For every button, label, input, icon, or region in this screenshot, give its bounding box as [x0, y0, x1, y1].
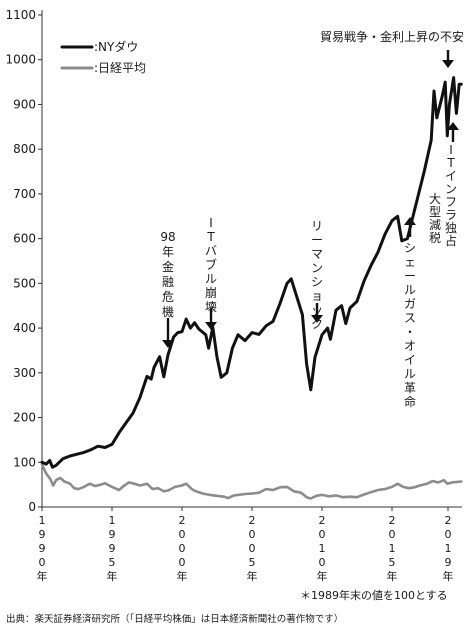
y-tick-label: 1000 [5, 53, 36, 67]
annotation-tax-cut: 大型減税 [429, 192, 441, 245]
footnote: ＊1989年末の値を100とする [300, 589, 448, 602]
arrow-98-head [162, 340, 174, 348]
arrow-tax-head [447, 122, 459, 130]
annotation-it-bubble: I T バブル崩壊 [205, 216, 217, 314]
legend-label: :NYダウ [94, 39, 138, 54]
annotation-trade-war: 貿易戦争・金利上昇の不安 [320, 29, 464, 44]
y-tick-label: 900 [13, 97, 36, 111]
y-tick-label: 600 [13, 232, 36, 246]
y-tick-label: 200 [13, 411, 36, 425]
annotation-shale: シェールガス・オイル革命 [404, 241, 416, 409]
y-tick-label: 700 [13, 187, 36, 201]
arrow-trade-head [442, 60, 454, 68]
annotation-98-crisis: 98 年金融危機 [160, 230, 175, 319]
series-line-nikkei [40, 463, 463, 500]
y-tick-label: 300 [13, 366, 36, 380]
y-tick-label: 400 [13, 321, 36, 335]
y-tick-label: 1100 [5, 8, 36, 22]
y-tick-label: 500 [13, 276, 36, 290]
y-tick-label: 100 [13, 455, 36, 469]
source-note: 出典：楽天証券経済研究所（「日経平均株価」は日本経済新聞社の著作物です） [6, 614, 344, 625]
annotation-it-infra: I T インフラ独占 [445, 143, 457, 248]
arrow-lehman-head [311, 315, 323, 323]
arrow-it-head [205, 322, 217, 330]
arrow-shale-head [404, 217, 416, 225]
series-line-dow [40, 76, 463, 469]
y-tick-label: 0 [28, 500, 36, 514]
legend-label: :日経平均 [94, 61, 146, 75]
y-tick-label: 800 [13, 142, 36, 156]
annotation-lehman: リーマンショック [311, 219, 323, 331]
